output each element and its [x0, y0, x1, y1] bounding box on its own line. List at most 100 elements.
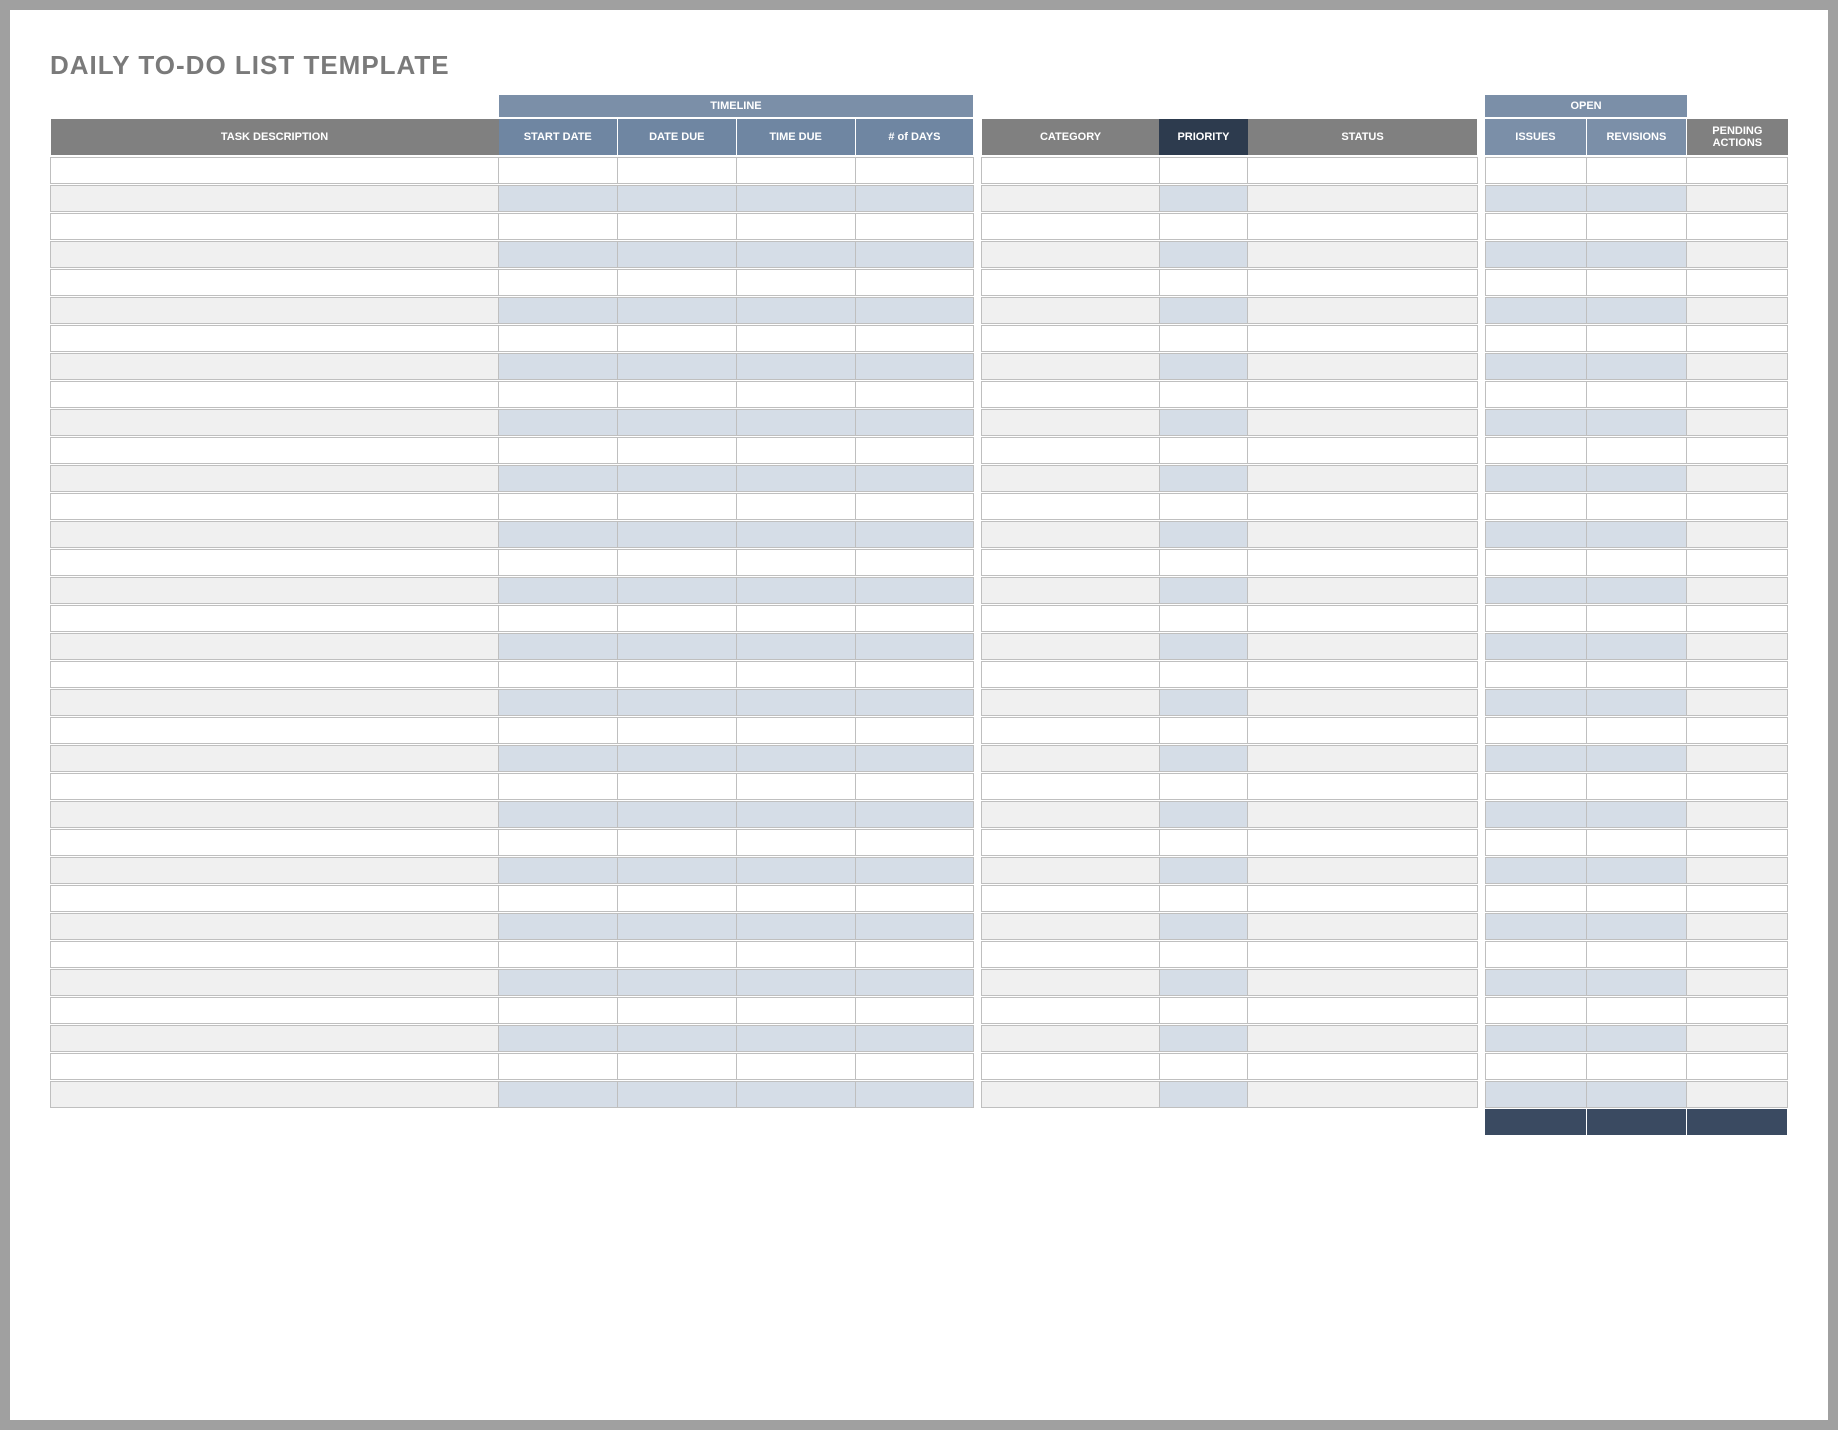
cell-pending-actions[interactable] [1687, 157, 1788, 183]
cell-issues[interactable] [1485, 1053, 1586, 1079]
cell-time-due[interactable] [736, 577, 855, 603]
cell-start-date[interactable] [499, 493, 618, 519]
cell-category[interactable] [982, 185, 1159, 211]
cell-issues[interactable] [1485, 381, 1586, 407]
cell-status[interactable] [1248, 857, 1478, 883]
cell-revisions[interactable] [1586, 213, 1687, 239]
cell-time-due[interactable] [736, 213, 855, 239]
cell-time-due[interactable] [736, 773, 855, 799]
cell-category[interactable] [982, 857, 1159, 883]
cell-time-due[interactable] [736, 857, 855, 883]
cell-priority[interactable] [1159, 157, 1248, 183]
cell-priority[interactable] [1159, 521, 1248, 547]
cell-date-due[interactable] [617, 857, 736, 883]
cell-revisions[interactable] [1586, 717, 1687, 743]
cell-issues[interactable] [1485, 577, 1586, 603]
cell-category[interactable] [982, 605, 1159, 631]
cell-date-due[interactable] [617, 1053, 736, 1079]
cell-category[interactable] [982, 577, 1159, 603]
cell-num-days[interactable] [855, 549, 974, 575]
cell-pending-actions[interactable] [1687, 1053, 1788, 1079]
cell-time-due[interactable] [736, 353, 855, 379]
cell-pending-actions[interactable] [1687, 773, 1788, 799]
cell-date-due[interactable] [617, 213, 736, 239]
cell-start-date[interactable] [499, 437, 618, 463]
cell-pending-actions[interactable] [1687, 997, 1788, 1023]
cell-date-due[interactable] [617, 885, 736, 911]
cell-priority[interactable] [1159, 689, 1248, 715]
cell-priority[interactable] [1159, 325, 1248, 351]
cell-num-days[interactable] [855, 997, 974, 1023]
cell-revisions[interactable] [1586, 297, 1687, 323]
cell-priority[interactable] [1159, 1025, 1248, 1051]
cell-revisions[interactable] [1586, 661, 1687, 687]
cell-num-days[interactable] [855, 465, 974, 491]
cell-status[interactable] [1248, 493, 1478, 519]
cell-category[interactable] [982, 997, 1159, 1023]
cell-date-due[interactable] [617, 549, 736, 575]
cell-pending-actions[interactable] [1687, 885, 1788, 911]
cell-category[interactable] [982, 437, 1159, 463]
cell-start-date[interactable] [499, 1081, 618, 1107]
cell-date-due[interactable] [617, 493, 736, 519]
cell-date-due[interactable] [617, 241, 736, 267]
cell-status[interactable] [1248, 941, 1478, 967]
cell-start-date[interactable] [499, 241, 618, 267]
cell-category[interactable] [982, 717, 1159, 743]
cell-time-due[interactable] [736, 913, 855, 939]
cell-status[interactable] [1248, 745, 1478, 771]
cell-num-days[interactable] [855, 661, 974, 687]
cell-time-due[interactable] [736, 801, 855, 827]
cell-task-description[interactable] [51, 773, 499, 799]
cell-start-date[interactable] [499, 353, 618, 379]
cell-pending-actions[interactable] [1687, 325, 1788, 351]
cell-task-description[interactable] [51, 969, 499, 995]
cell-pending-actions[interactable] [1687, 241, 1788, 267]
cell-status[interactable] [1248, 577, 1478, 603]
cell-status[interactable] [1248, 913, 1478, 939]
cell-start-date[interactable] [499, 297, 618, 323]
cell-task-description[interactable] [51, 465, 499, 491]
cell-start-date[interactable] [499, 1025, 618, 1051]
cell-task-description[interactable] [51, 633, 499, 659]
cell-date-due[interactable] [617, 745, 736, 771]
cell-priority[interactable] [1159, 549, 1248, 575]
cell-category[interactable] [982, 661, 1159, 687]
cell-category[interactable] [982, 269, 1159, 295]
cell-date-due[interactable] [617, 661, 736, 687]
cell-num-days[interactable] [855, 857, 974, 883]
cell-revisions[interactable] [1586, 269, 1687, 295]
cell-num-days[interactable] [855, 409, 974, 435]
cell-start-date[interactable] [499, 885, 618, 911]
cell-task-description[interactable] [51, 605, 499, 631]
cell-task-description[interactable] [51, 325, 499, 351]
cell-time-due[interactable] [736, 437, 855, 463]
cell-issues[interactable] [1485, 633, 1586, 659]
cell-start-date[interactable] [499, 605, 618, 631]
cell-start-date[interactable] [499, 969, 618, 995]
cell-priority[interactable] [1159, 829, 1248, 855]
cell-task-description[interactable] [51, 549, 499, 575]
cell-start-date[interactable] [499, 409, 618, 435]
cell-task-description[interactable] [51, 941, 499, 967]
cell-date-due[interactable] [617, 465, 736, 491]
cell-status[interactable] [1248, 241, 1478, 267]
cell-num-days[interactable] [855, 269, 974, 295]
cell-status[interactable] [1248, 353, 1478, 379]
cell-pending-actions[interactable] [1687, 857, 1788, 883]
cell-task-description[interactable] [51, 185, 499, 211]
cell-status[interactable] [1248, 465, 1478, 491]
cell-category[interactable] [982, 521, 1159, 547]
cell-start-date[interactable] [499, 269, 618, 295]
cell-num-days[interactable] [855, 1025, 974, 1051]
cell-issues[interactable] [1485, 717, 1586, 743]
cell-start-date[interactable] [499, 325, 618, 351]
cell-issues[interactable] [1485, 437, 1586, 463]
cell-date-due[interactable] [617, 773, 736, 799]
cell-priority[interactable] [1159, 717, 1248, 743]
cell-revisions[interactable] [1586, 997, 1687, 1023]
cell-task-description[interactable] [51, 661, 499, 687]
cell-category[interactable] [982, 213, 1159, 239]
cell-category[interactable] [982, 465, 1159, 491]
cell-date-due[interactable] [617, 1081, 736, 1107]
